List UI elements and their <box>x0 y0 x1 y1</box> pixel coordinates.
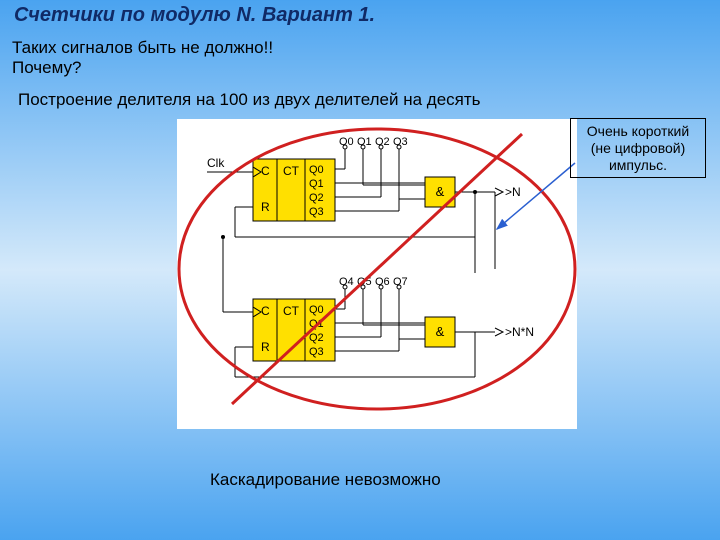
svg-text:Clk: Clk <box>207 156 225 170</box>
svg-text:CT: CT <box>283 304 300 318</box>
svg-text:R: R <box>261 340 270 354</box>
svg-text:Q2: Q2 <box>309 332 324 344</box>
bottom-text: Каскадирование невозможно <box>210 470 441 490</box>
svg-text:&: & <box>436 184 445 199</box>
callout-l1: Очень короткий <box>587 123 689 139</box>
callout-l3: импульс. <box>609 157 667 173</box>
slide: Счетчики по модулю N. Вариант 1. Таких с… <box>0 0 720 540</box>
svg-text:C: C <box>261 164 270 178</box>
subtitle: Построение делителя на 100 из двух делит… <box>18 90 481 110</box>
svg-text:>N*N: >N*N <box>505 325 534 339</box>
callout-l2: (не цифровой) <box>591 140 686 156</box>
callout-box: Очень короткий (не цифровой) импульс. <box>570 118 706 178</box>
svg-text:CT: CT <box>283 164 300 178</box>
svg-text:Q0: Q0 <box>309 164 324 176</box>
svg-text:&: & <box>436 324 445 339</box>
svg-text:Q1: Q1 <box>309 178 324 190</box>
diagram-canvas: CCTRQ0Q1Q2Q3Q0Q1Q2Q3&>NClkCCTRQ0Q1Q2Q3Q4… <box>177 119 577 429</box>
svg-text:Q3: Q3 <box>309 206 324 218</box>
svg-text:Q0: Q0 <box>309 304 324 316</box>
svg-text:Q2: Q2 <box>309 192 324 204</box>
svg-text:C: C <box>261 304 270 318</box>
diagram-svg: CCTRQ0Q1Q2Q3Q0Q1Q2Q3&>NClkCCTRQ0Q1Q2Q3Q4… <box>177 119 577 429</box>
svg-text:R: R <box>261 200 270 214</box>
warning-text: Таких сигналов быть не должно!! Почему? <box>12 38 273 79</box>
warn-line2: Почему? <box>12 58 81 77</box>
warn-line1: Таких сигналов быть не должно!! <box>12 38 273 57</box>
slide-title: Счетчики по модулю N. Вариант 1. <box>14 4 375 27</box>
svg-text:Q3: Q3 <box>309 346 324 358</box>
svg-text:>N: >N <box>505 185 521 199</box>
